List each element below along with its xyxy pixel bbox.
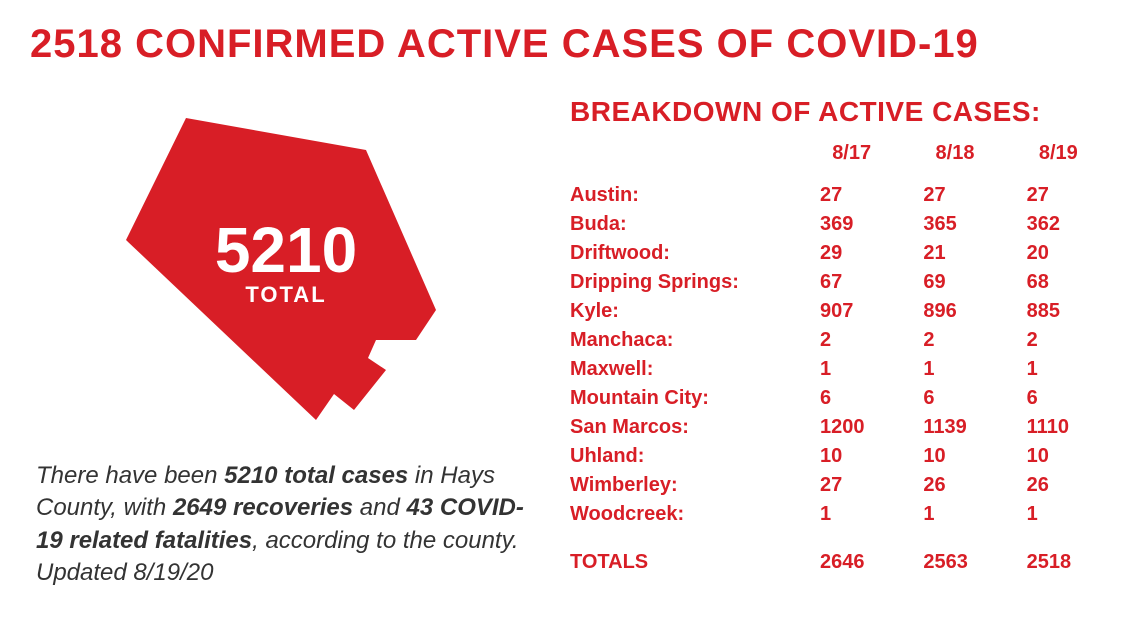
value-cell: 26 bbox=[1007, 471, 1110, 500]
value-cell: 6 bbox=[800, 384, 903, 413]
breakdown-table: 8/17 8/18 8/19 Austin:272727Buda:3693653… bbox=[570, 138, 1110, 577]
table-row: Woodcreek:111 bbox=[570, 500, 1110, 529]
city-cell: Wimberley: bbox=[570, 471, 800, 500]
city-cell: Buda: bbox=[570, 210, 800, 239]
value-cell: 27 bbox=[1007, 181, 1110, 210]
table-row: Austin:272727 bbox=[570, 181, 1110, 210]
value-cell: 10 bbox=[903, 442, 1006, 471]
table-row: Wimberley:272626 bbox=[570, 471, 1110, 500]
value-cell: 10 bbox=[800, 442, 903, 471]
value-cell: 67 bbox=[800, 268, 903, 297]
total-cases-number: 5210 bbox=[116, 218, 456, 282]
value-cell: 27 bbox=[903, 181, 1006, 210]
table-row: Mountain City:666 bbox=[570, 384, 1110, 413]
value-cell: 2 bbox=[903, 326, 1006, 355]
value-cell: 907 bbox=[800, 297, 903, 326]
table-row: San Marcos:120011391110 bbox=[570, 413, 1110, 442]
totals-value: 2646 bbox=[800, 529, 903, 577]
value-cell: 1 bbox=[800, 355, 903, 384]
table-row: Maxwell:111 bbox=[570, 355, 1110, 384]
right-panel: BREAKDOWN OF ACTIVE CASES: 8/17 8/18 8/1… bbox=[570, 96, 1110, 577]
city-cell: Mountain City: bbox=[570, 384, 800, 413]
city-cell: Austin: bbox=[570, 181, 800, 210]
city-cell: Dripping Springs: bbox=[570, 268, 800, 297]
table-row: Manchaca:222 bbox=[570, 326, 1110, 355]
col-date-2: 8/19 bbox=[1007, 138, 1110, 181]
col-date-1: 8/18 bbox=[903, 138, 1006, 181]
totals-label: TOTALS bbox=[570, 529, 800, 577]
table-header-row: 8/17 8/18 8/19 bbox=[570, 138, 1110, 181]
value-cell: 27 bbox=[800, 181, 903, 210]
city-cell: Manchaca: bbox=[570, 326, 800, 355]
value-cell: 6 bbox=[1007, 384, 1110, 413]
value-cell: 365 bbox=[903, 210, 1006, 239]
table-row: Uhland:101010 bbox=[570, 442, 1110, 471]
value-cell: 2 bbox=[1007, 326, 1110, 355]
table-row: Kyle:907896885 bbox=[570, 297, 1110, 326]
summary-mid2: and bbox=[353, 494, 406, 521]
summary-prefix: There have been bbox=[36, 462, 224, 489]
value-cell: 896 bbox=[903, 297, 1006, 326]
city-cell: Maxwell: bbox=[570, 355, 800, 384]
col-city bbox=[570, 138, 800, 181]
value-cell: 27 bbox=[800, 471, 903, 500]
value-cell: 69 bbox=[903, 268, 1006, 297]
value-cell: 1 bbox=[1007, 355, 1110, 384]
value-cell: 1 bbox=[800, 500, 903, 529]
city-cell: Woodcreek: bbox=[570, 500, 800, 529]
value-cell: 10 bbox=[1007, 442, 1110, 471]
value-cell: 369 bbox=[800, 210, 903, 239]
value-cell: 6 bbox=[903, 384, 1006, 413]
table-row: Driftwood:292120 bbox=[570, 239, 1110, 268]
table-row: Buda:369365362 bbox=[570, 210, 1110, 239]
city-cell: Driftwood: bbox=[570, 239, 800, 268]
value-cell: 26 bbox=[903, 471, 1006, 500]
value-cell: 2 bbox=[800, 326, 903, 355]
city-cell: Uhland: bbox=[570, 442, 800, 471]
value-cell: 68 bbox=[1007, 268, 1110, 297]
city-cell: Kyle: bbox=[570, 297, 800, 326]
value-cell: 885 bbox=[1007, 297, 1110, 326]
value-cell: 1 bbox=[1007, 500, 1110, 529]
totals-row: TOTALS264625632518 bbox=[570, 529, 1110, 577]
value-cell: 1 bbox=[903, 355, 1006, 384]
table-row: Dripping Springs:676968 bbox=[570, 268, 1110, 297]
county-shape: 5210 TOTAL bbox=[116, 110, 456, 430]
value-cell: 21 bbox=[903, 239, 1006, 268]
value-cell: 1110 bbox=[1007, 413, 1110, 442]
value-cell: 362 bbox=[1007, 210, 1110, 239]
left-panel: 5210 TOTAL There have been 5210 total ca… bbox=[36, 100, 536, 590]
col-date-0: 8/17 bbox=[800, 138, 903, 181]
value-cell: 1139 bbox=[903, 413, 1006, 442]
total-cases-label: TOTAL bbox=[116, 282, 456, 308]
value-cell: 1 bbox=[903, 500, 1006, 529]
summary-text: There have been 5210 total cases in Hays… bbox=[36, 460, 536, 590]
totals-value: 2563 bbox=[903, 529, 1006, 577]
value-cell: 20 bbox=[1007, 239, 1110, 268]
summary-recoveries: 2649 recoveries bbox=[173, 494, 353, 521]
city-cell: San Marcos: bbox=[570, 413, 800, 442]
totals-value: 2518 bbox=[1007, 529, 1110, 577]
value-cell: 1200 bbox=[800, 413, 903, 442]
summary-total-cases: 5210 total cases bbox=[224, 462, 408, 489]
breakdown-title: BREAKDOWN OF ACTIVE CASES: bbox=[570, 96, 1110, 128]
headline: 2518 CONFIRMED ACTIVE CASES OF COVID-19 bbox=[30, 22, 1110, 67]
value-cell: 29 bbox=[800, 239, 903, 268]
